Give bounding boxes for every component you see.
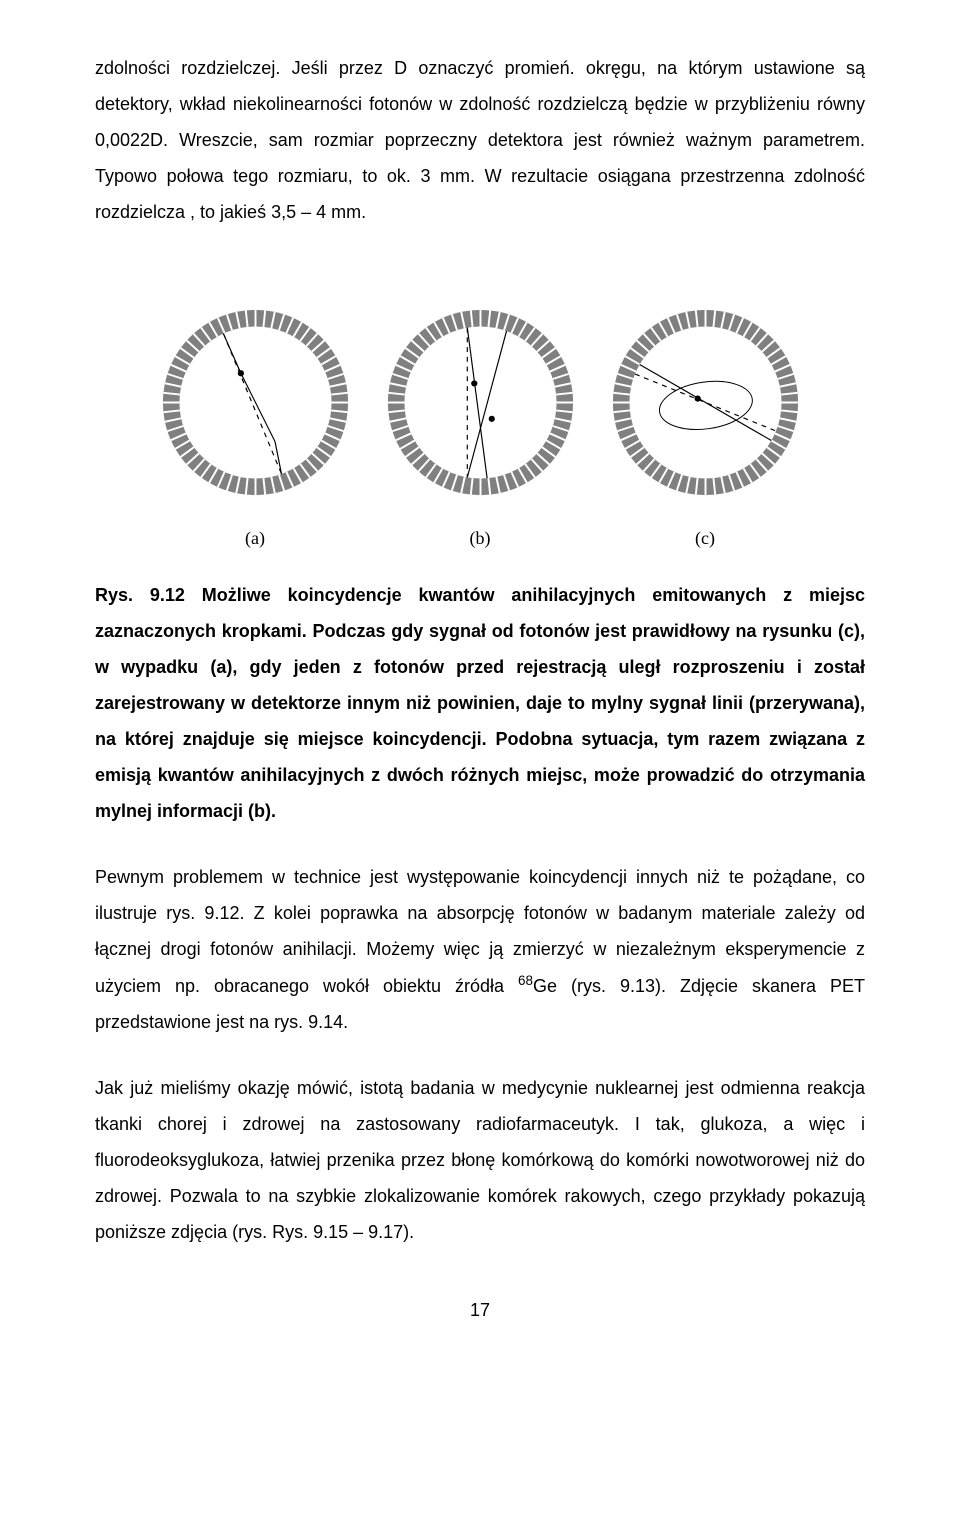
page-number: 17	[95, 1300, 865, 1321]
figure-label-a: (a)	[158, 528, 353, 549]
element: Ge	[533, 976, 557, 996]
figure-b	[383, 305, 578, 500]
paragraph-problem: Pewnym problemem w technice jest występo…	[95, 859, 865, 1040]
figure-a	[158, 305, 353, 500]
figure-label-b: (b)	[383, 528, 578, 549]
paragraph-intro: zdolności rozdzielczej. Jeśli przez D oz…	[95, 50, 865, 230]
figure-container	[95, 305, 865, 500]
isotope-sup: 68	[518, 973, 533, 988]
figure-label-c: (c)	[608, 528, 803, 549]
figure-labels-row: (a) (b) (c)	[95, 528, 865, 549]
figure-caption: Rys. 9.12 Możliwe koincydencje kwantów a…	[95, 577, 865, 829]
paragraph-medicine: Jak już mieliśmy okazję mówić, istotą ba…	[95, 1070, 865, 1250]
figure-c	[608, 305, 803, 500]
